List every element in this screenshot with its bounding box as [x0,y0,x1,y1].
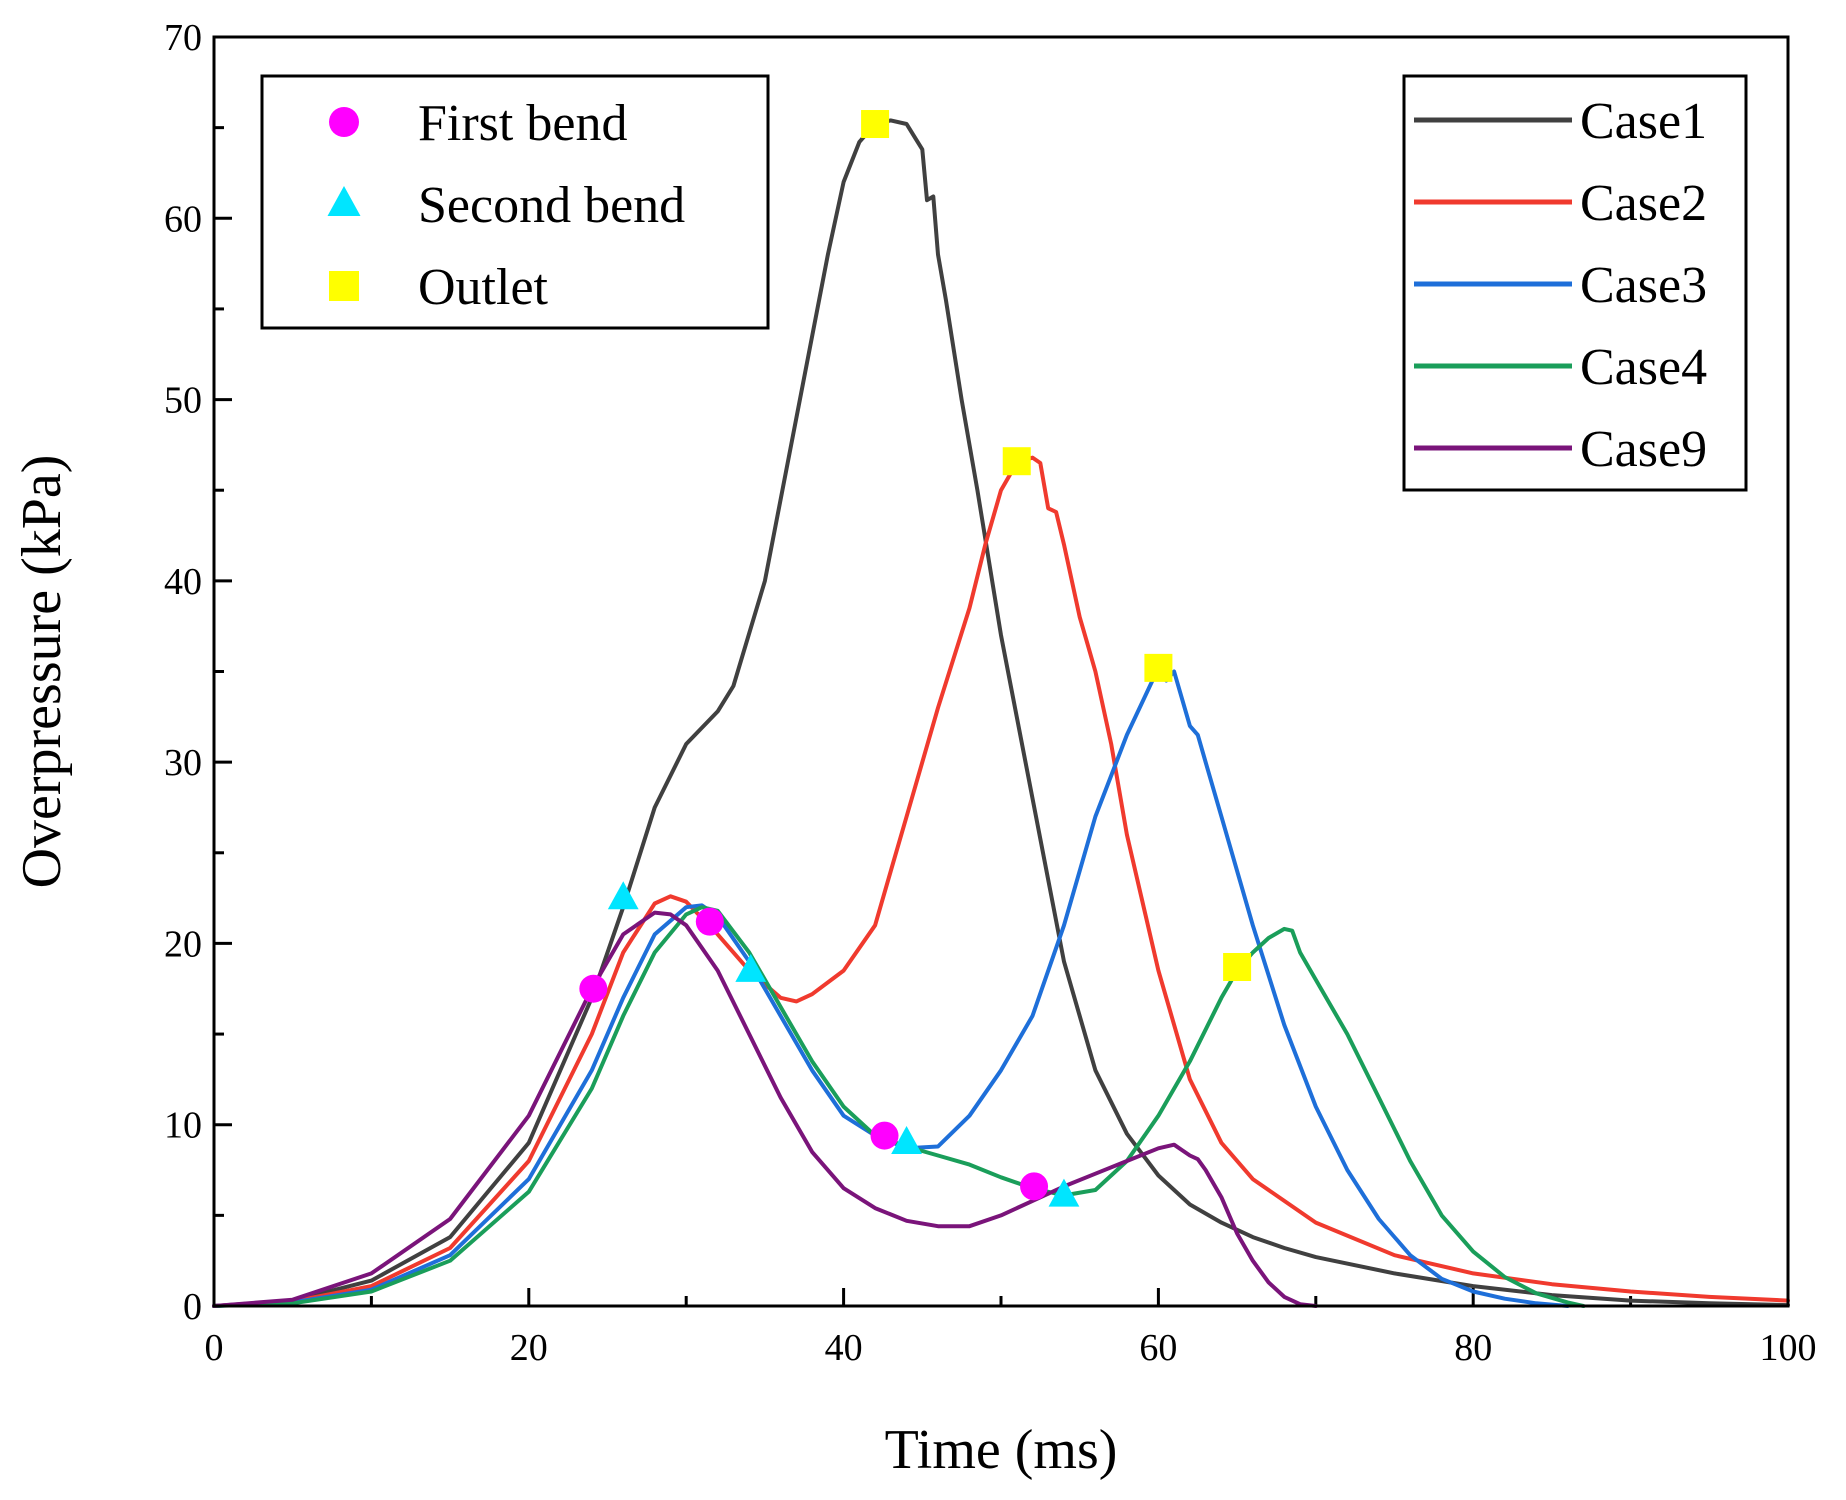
marker-outlet [1223,952,1252,981]
legend-case3-label: Case3 [1580,257,1707,314]
y-tick-label: 30 [164,742,202,784]
legend-marker-second-bend-label: Second bend [418,177,685,234]
series-layer [212,118,1790,1308]
legend-marker-second-bend-symbol [327,186,361,216]
legend-case9-label: Case9 [1580,421,1707,478]
y-tick-label: 20 [164,923,202,965]
y-tick-label: 50 [164,380,202,422]
legend-marker-first-bend-label: First bend [418,95,627,152]
x-tick-label: 40 [825,1327,863,1369]
legend-marker-outlet-symbol [329,271,359,301]
x-tick-label: 20 [510,1327,548,1369]
series-line-case2 [212,455,1790,1308]
legend-marker-first-bend-symbol [329,107,359,137]
y-tick-label: 70 [164,17,202,59]
legend-lines: Case1 Case2 Case3 Case4 Case9 [1402,74,1748,492]
marker-first-bend [695,907,724,936]
series-line-case3 [212,665,1570,1308]
marker-first-bend [870,1121,899,1150]
axis-ticks: 0 20 40 60 80 100 0 10 20 30 40 50 60 70 [164,17,1817,1369]
y-axis-label: Overpressure (kPa) [11,455,73,889]
marker-outlet [1002,447,1031,476]
marker-first-bend [1020,1172,1049,1201]
marker-first-bend [579,974,608,1003]
x-axis-label: Time (ms) [885,1419,1118,1481]
marker-second-bend [607,881,639,910]
x-tick-label: 80 [1454,1327,1492,1369]
legend-case1-label: Case1 [1580,93,1707,150]
series-line-case1 [212,118,1790,1308]
y-tick-label: 0 [183,1286,202,1328]
series-line-case9 [212,910,1318,1308]
x-tick-label: 0 [205,1327,224,1369]
markers-layer [579,110,1252,1207]
legend-marker-outlet-label: Outlet [418,259,549,316]
series-line-case4 [212,905,1586,1308]
marker-second-bend [1048,1178,1080,1207]
marker-second-bend [735,953,767,982]
marker-outlet [1144,653,1173,682]
legend-markers: First bend Second bend Outlet [260,74,770,330]
legend-case4-label: Case4 [1580,339,1707,396]
x-tick-label: 60 [1139,1327,1177,1369]
plot-frame [212,35,1790,1308]
legend-case2-label: Case2 [1580,175,1707,232]
x-tick-label: 100 [1760,1327,1817,1369]
y-tick-label: 10 [164,1105,202,1147]
marker-outlet [861,110,890,139]
marker-second-bend [891,1126,922,1155]
y-tick-label: 40 [164,561,202,603]
y-tick-label: 60 [164,198,202,240]
